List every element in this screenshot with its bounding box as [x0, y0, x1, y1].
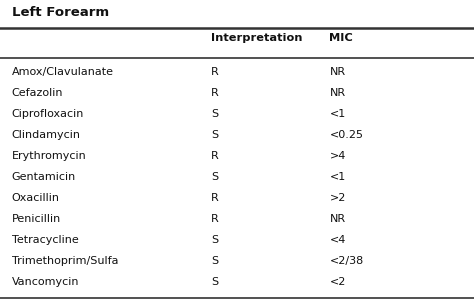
Text: S: S [211, 172, 218, 182]
Text: Erythromycin: Erythromycin [12, 151, 87, 161]
Text: S: S [211, 130, 218, 140]
Text: Gentamicin: Gentamicin [12, 172, 76, 182]
Text: MIC: MIC [329, 33, 353, 43]
Text: NR: NR [329, 67, 346, 77]
Text: >2: >2 [329, 193, 346, 203]
Text: Trimethoprim/Sulfa: Trimethoprim/Sulfa [12, 256, 118, 266]
Text: Tetracycline: Tetracycline [12, 235, 79, 245]
Text: R: R [211, 151, 219, 161]
Text: >4: >4 [329, 151, 346, 161]
Text: Ciprofloxacin: Ciprofloxacin [12, 109, 84, 119]
Text: Amox/Clavulanate: Amox/Clavulanate [12, 67, 114, 77]
Text: <1: <1 [329, 172, 346, 182]
Text: R: R [211, 214, 219, 224]
Text: S: S [211, 277, 218, 287]
Text: Clindamycin: Clindamycin [12, 130, 81, 140]
Text: <0.25: <0.25 [329, 130, 364, 140]
Text: <2/38: <2/38 [329, 256, 364, 266]
Text: NR: NR [329, 214, 346, 224]
Text: <1: <1 [329, 109, 346, 119]
Text: S: S [211, 109, 218, 119]
Text: Left Forearm: Left Forearm [12, 6, 109, 19]
Text: Penicillin: Penicillin [12, 214, 61, 224]
Text: R: R [211, 67, 219, 77]
Text: <2: <2 [329, 277, 346, 287]
Text: Cefazolin: Cefazolin [12, 88, 64, 98]
Text: R: R [211, 193, 219, 203]
Text: Vancomycin: Vancomycin [12, 277, 79, 287]
Text: S: S [211, 256, 218, 266]
Text: S: S [211, 235, 218, 245]
Text: NR: NR [329, 88, 346, 98]
Text: R: R [211, 88, 219, 98]
Text: Oxacillin: Oxacillin [12, 193, 60, 203]
Text: Interpretation: Interpretation [211, 33, 302, 43]
Text: <4: <4 [329, 235, 346, 245]
